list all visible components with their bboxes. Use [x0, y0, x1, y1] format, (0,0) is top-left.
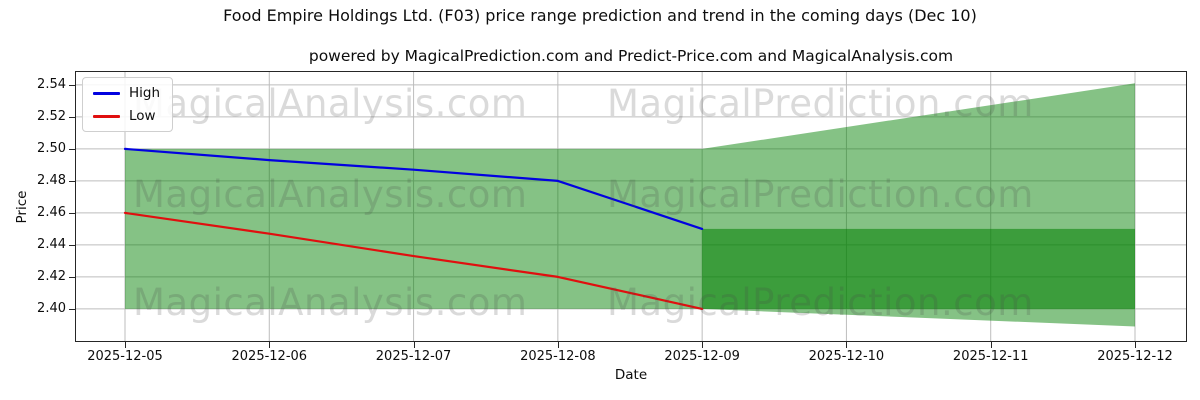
x-tick-mark: [702, 342, 704, 348]
y-tick-label: 2.50: [37, 140, 66, 156]
y-tick-label: 2.44: [37, 236, 66, 252]
x-tick-label: 2025-12-07: [375, 349, 452, 364]
legend: High Low: [82, 77, 174, 132]
legend-line-swatch: [93, 114, 120, 118]
x-tick-label: 2025-12-05: [87, 349, 163, 364]
y-tick-label: 2.40: [37, 300, 66, 316]
y-tick-mark: [69, 212, 75, 214]
x-tick-mark: [413, 342, 415, 348]
x-tick-mark: [557, 342, 559, 348]
low-line: [123, 211, 704, 310]
y-tick-mark: [69, 244, 75, 246]
chart-canvas: [75, 71, 1187, 342]
legend-line-swatch: [93, 91, 120, 95]
y-tick-label: 2.54: [37, 76, 66, 92]
chart-title: Food Empire Holdings Ltd. (F03) price ra…: [223, 6, 977, 25]
x-tick-mark: [990, 342, 992, 348]
x-tick-label: 2025-12-06: [231, 349, 308, 364]
x-tick-label: 2025-12-12: [1097, 349, 1173, 364]
plot-border: [75, 71, 1187, 342]
x-tick-mark: [846, 342, 848, 348]
y-tick-mark: [69, 148, 75, 150]
legend-item: High: [93, 85, 160, 101]
y-tick-mark: [69, 84, 75, 86]
y-tick-label: 2.46: [37, 204, 66, 220]
y-tick-mark: [69, 276, 75, 278]
x-tick-mark: [269, 342, 271, 348]
x-axis-label: Date: [614, 367, 648, 383]
x-tick-label: 2025-12-10: [808, 349, 885, 364]
y-tick-mark: [69, 116, 75, 118]
x-tick-mark: [1134, 342, 1136, 348]
plot-area: MagicalAnalysis.com MagicalPrediction.com…: [75, 71, 1187, 342]
x-tick-label: 2025-12-09: [664, 349, 740, 364]
y-tick-mark: [69, 308, 75, 310]
legend-item: Low: [93, 108, 160, 124]
legend-label: Low: [129, 108, 156, 124]
high-line: [123, 147, 704, 230]
x-tick-label: 2025-12-08: [520, 349, 596, 364]
forecast-inner-band: [702, 228, 1135, 309]
x-tick-label: 2025-12-11: [952, 349, 1029, 364]
x-tick-mark: [125, 342, 126, 348]
y-tick-label: 2.52: [37, 108, 66, 124]
y-tick-label: 2.42: [37, 268, 66, 284]
y-tick-label: 2.48: [37, 172, 66, 188]
y-tick-mark: [69, 180, 75, 182]
chart-subtitle: powered by MagicalPrediction.com and Pre…: [308, 47, 954, 65]
legend-label: High: [129, 85, 161, 101]
